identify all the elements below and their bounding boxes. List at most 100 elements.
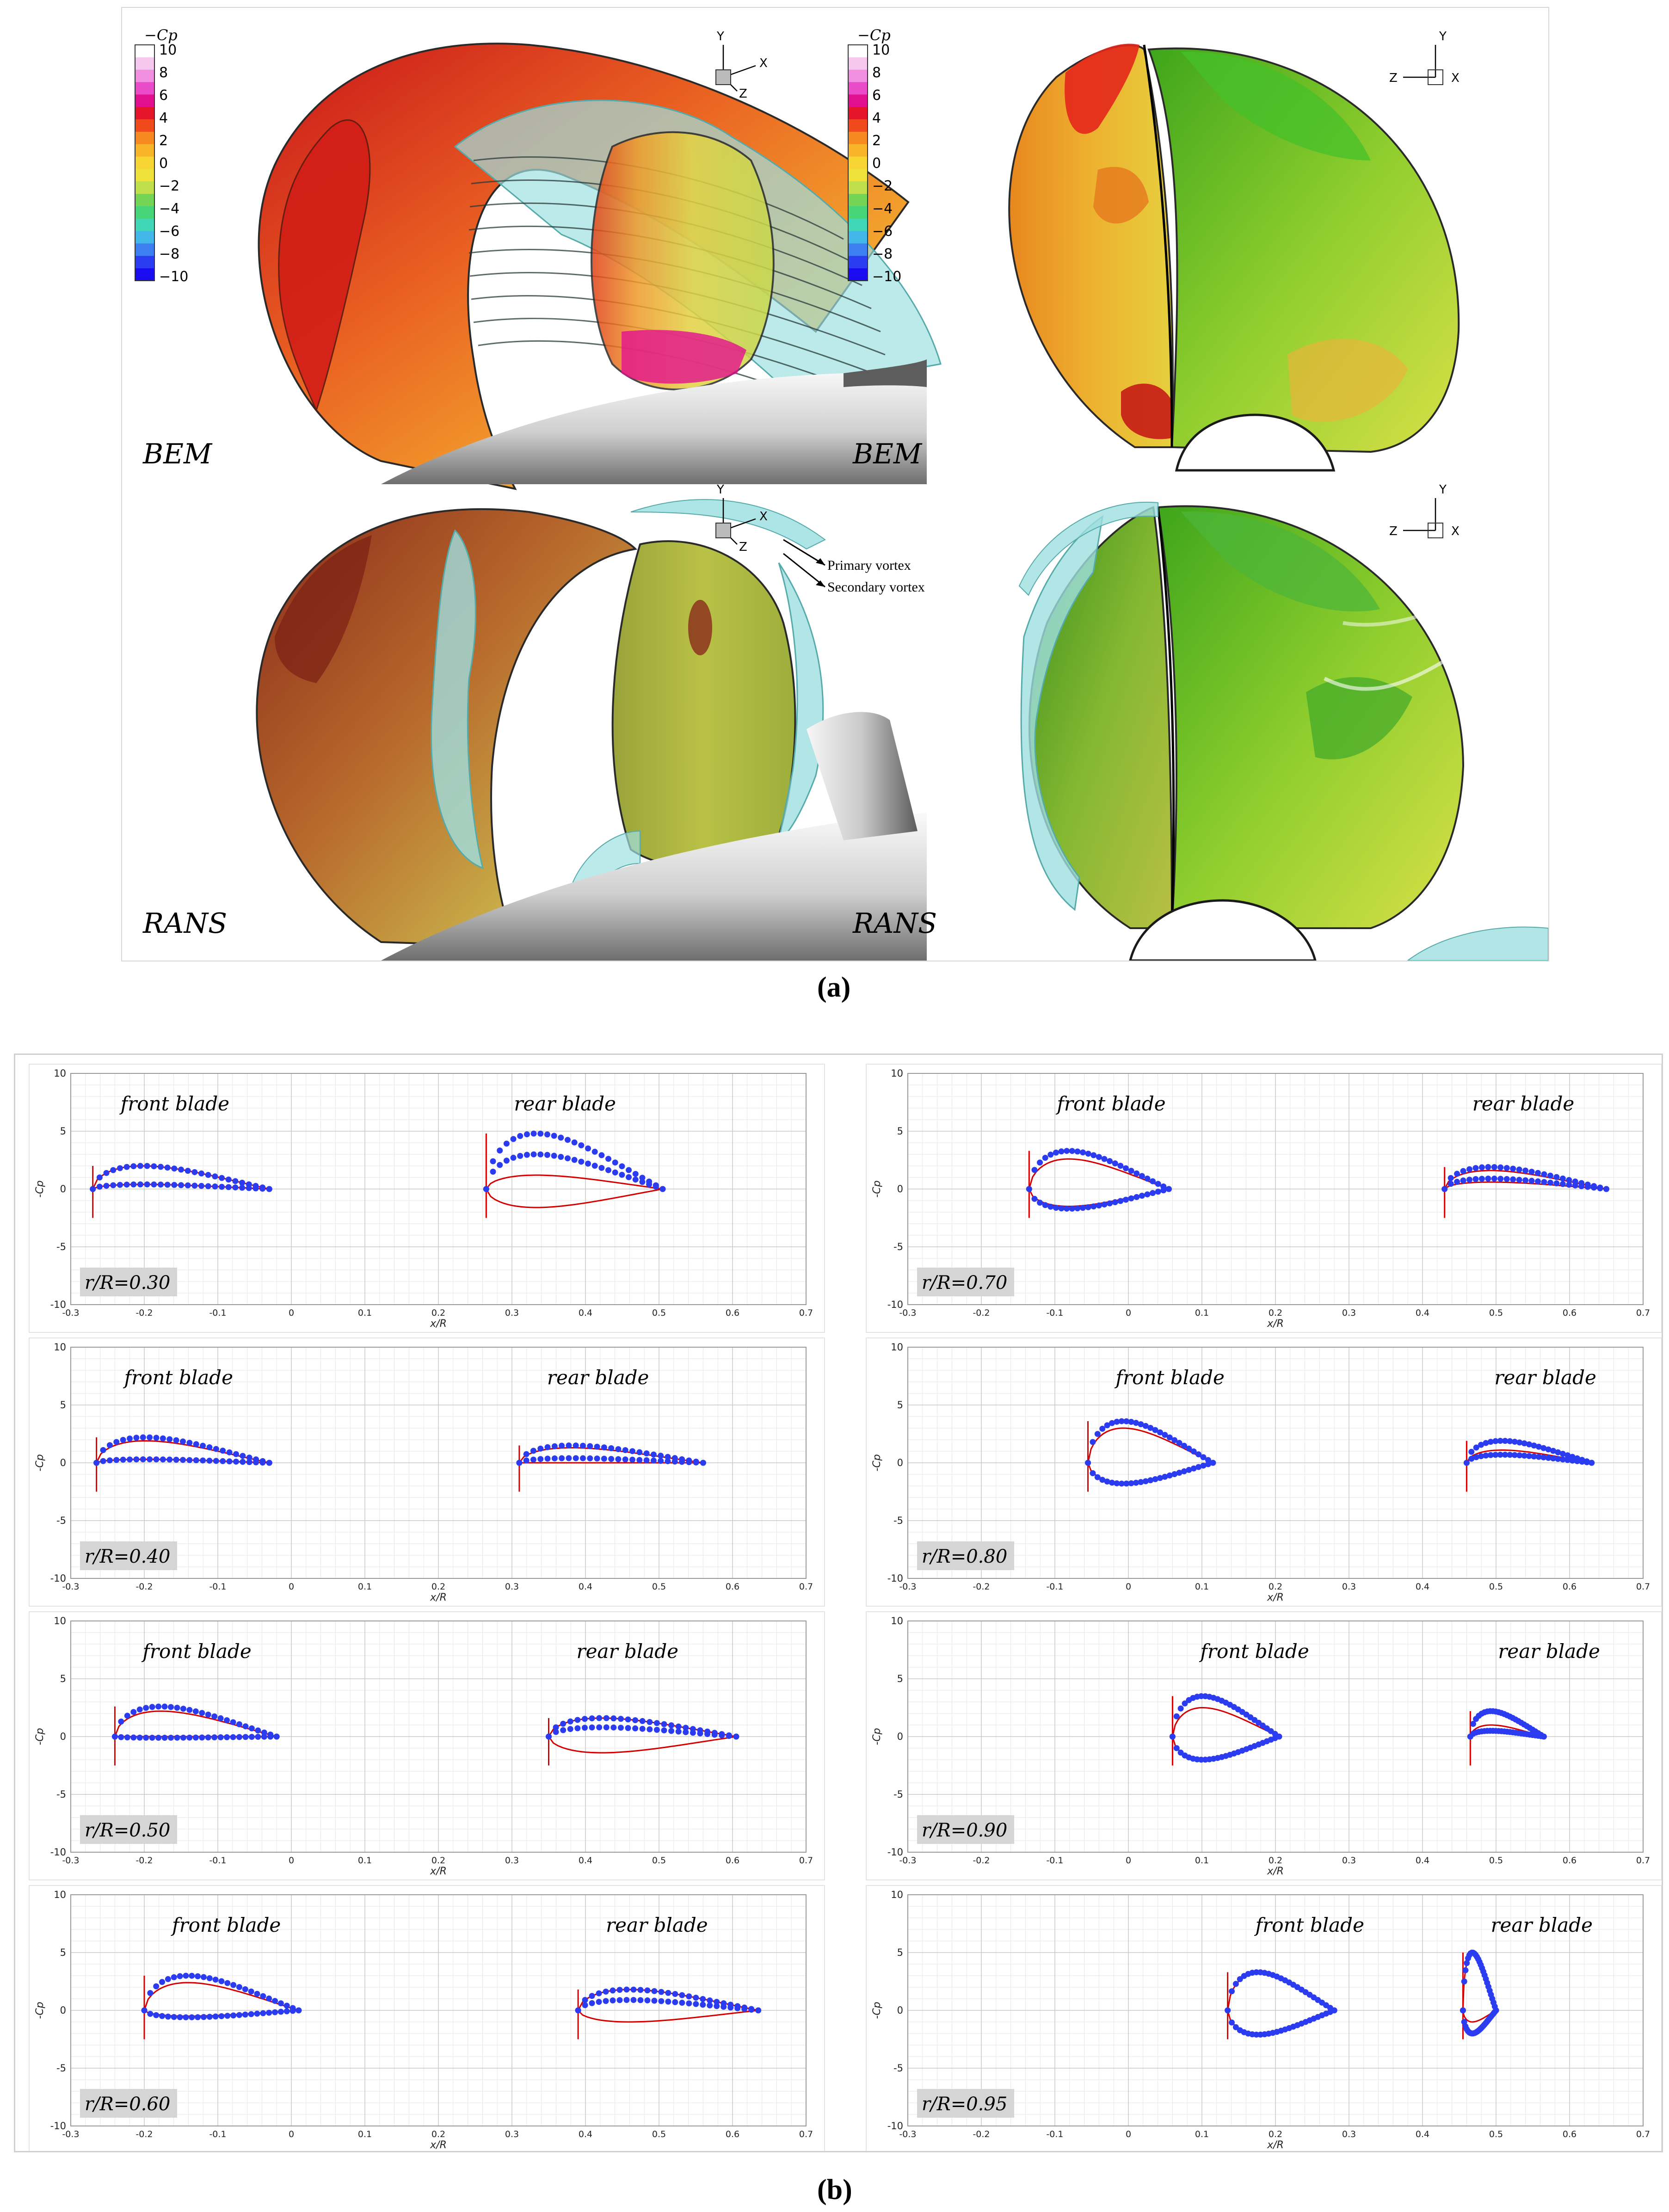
- front-blade-point-lower: [173, 1456, 179, 1463]
- x-tick-label: 0.3: [1342, 1308, 1356, 1318]
- rear-blade-label: rear blade: [1494, 1366, 1596, 1389]
- rear-blade-point-lower: [571, 1157, 578, 1163]
- front-blade-point-upper: [1177, 1705, 1184, 1712]
- colorbar-swatch: [135, 57, 154, 70]
- rear-blade-point-upper: [658, 1453, 664, 1459]
- rear-blade-point-upper: [619, 1163, 625, 1170]
- rear-blade-point-lower: [639, 1179, 646, 1185]
- front-blade-point-lower: [1225, 2007, 1231, 2014]
- rear-blade-point-lower: [658, 1458, 664, 1464]
- y-tick-label: 0: [60, 2005, 66, 2016]
- front-blade-point-lower: [1190, 1465, 1197, 1472]
- rear-blade-point-upper: [567, 1718, 573, 1725]
- front-blade-point-lower: [1205, 1461, 1211, 1467]
- rear-blade-point-upper: [510, 1136, 517, 1142]
- axis-label: Y: [1439, 483, 1447, 497]
- front-blade-point-upper: [1096, 1154, 1102, 1160]
- rear-blade-point-lower: [675, 1728, 682, 1735]
- front-blade-point-lower: [273, 1733, 280, 1740]
- rear-blade-point-lower: [704, 1731, 711, 1738]
- front-blade-point-lower: [1152, 1476, 1158, 1482]
- rear-blade-point-lower: [1516, 1177, 1522, 1183]
- x-tick-label: 0.2: [431, 1855, 445, 1866]
- colorbar-tick-label: 8: [872, 65, 881, 81]
- x-axis-label: x/R: [1267, 1318, 1284, 1330]
- y-tick-label: 5: [897, 1399, 903, 1411]
- x-tick-label: 0.3: [505, 1855, 519, 1866]
- rear-blade-label: rear blade: [514, 1092, 616, 1115]
- front-blade-point-upper: [143, 1705, 149, 1711]
- x-tick-label: 0.7: [1636, 1308, 1650, 1318]
- front-blade-label: front blade: [119, 1092, 229, 1115]
- rear-blade-point-lower: [560, 1727, 567, 1733]
- x-tick-label: -0.2: [973, 2129, 990, 2139]
- y-tick-label: 10: [891, 1889, 903, 1900]
- front-blade-point-upper: [206, 1444, 213, 1451]
- rear-blade-point-upper: [537, 1445, 544, 1452]
- y-tick-label: 0: [897, 2005, 903, 2016]
- front-blade-label: front blade: [1115, 1366, 1225, 1389]
- front-blade-point-upper: [1173, 1713, 1180, 1719]
- front-blade-point-upper: [165, 1976, 171, 1982]
- colorbar-tick-label: −4: [872, 201, 893, 217]
- rear-blade-point-lower: [605, 1167, 612, 1173]
- front-blade-point-upper: [1157, 1429, 1163, 1436]
- front-blade-point-lower: [117, 1182, 123, 1188]
- front-blade-point-upper: [186, 1440, 193, 1446]
- front-blade-point-lower: [296, 2007, 302, 2014]
- front-blade-point-lower: [224, 2013, 231, 2019]
- front-blade-point-upper: [1107, 1158, 1113, 1165]
- x-tick-label: 0: [289, 1582, 294, 1592]
- rear-blade-point-upper: [490, 1158, 496, 1165]
- front-blade-point-upper: [205, 1711, 211, 1718]
- rear-blade-point-lower: [589, 1724, 595, 1731]
- front-blade-point-lower: [143, 1734, 149, 1741]
- front-blade-point-upper: [1229, 1988, 1235, 1995]
- colorbar-swatch: [848, 45, 868, 58]
- rear-blade-point-lower: [530, 1456, 536, 1463]
- front-blade-point-lower: [260, 2010, 266, 2016]
- front-blade-point-lower: [240, 1459, 246, 1465]
- front-blade-point-lower: [255, 1734, 261, 1740]
- radius-label: r/R=0.70: [922, 1272, 1007, 1294]
- front-blade-point-lower: [192, 1734, 199, 1741]
- front-blade-point-lower: [1157, 1475, 1163, 1481]
- front-blade-point-upper: [200, 1974, 207, 1980]
- rear-blade-point-upper: [686, 1993, 692, 2000]
- rear-blade-point-upper: [632, 1717, 639, 1724]
- rear-blade-point-lower: [1441, 1186, 1448, 1192]
- rear-blade-point-lower: [727, 2004, 734, 2011]
- front-blade-point-upper: [212, 1977, 219, 1983]
- x-tick-label: 0.4: [1416, 1582, 1429, 1592]
- rear-blade-point-upper: [1507, 1438, 1513, 1444]
- rear-blade-point-upper: [558, 1134, 564, 1141]
- front-blade-point-lower: [164, 1182, 171, 1188]
- x-axis-label: x/R: [1267, 1592, 1284, 1603]
- front-blade-point-upper: [236, 1721, 242, 1727]
- x-tick-label: -0.2: [973, 1582, 990, 1592]
- rear-blade-point-upper: [1497, 1438, 1503, 1444]
- rear-blade-point-lower: [671, 1458, 678, 1465]
- front-blade-point-lower: [1094, 1474, 1101, 1480]
- front-blade-point-upper: [166, 1436, 173, 1442]
- colorbar-tick-label: 0: [159, 155, 168, 172]
- front-blade-point-lower: [1150, 1190, 1156, 1196]
- y-tick-label: 0: [60, 1457, 66, 1468]
- y-axis-label: -Cp: [871, 1728, 883, 1745]
- front-blade-point-lower: [211, 1734, 218, 1741]
- y-tick-label: -10: [887, 2120, 903, 2132]
- rear-blade-point-upper: [573, 1442, 579, 1449]
- chart-panel: -0.3 -0.2 -0.1 0 0.1 0.2 0.3 0.4 0.5 0.6 0.7 10 5 0 -5…: [866, 1885, 1662, 2154]
- rear-blade-point-lower: [601, 1455, 607, 1462]
- rear-blade-point-upper: [668, 1722, 675, 1729]
- rear-blade-point-lower: [733, 1733, 739, 1740]
- x-tick-label: 0.5: [1489, 1582, 1503, 1592]
- colorbar-tick-label: 4: [872, 110, 881, 126]
- colorbar-swatch: [848, 194, 868, 207]
- front-blade-point-lower: [193, 1457, 199, 1464]
- rear-blade-point-lower: [1483, 1452, 1489, 1459]
- front-blade-point-lower: [212, 1183, 218, 1190]
- front-blade-point-upper: [212, 1173, 218, 1180]
- front-blade-point-upper: [283, 2003, 290, 2009]
- front-blade-point-lower: [226, 1458, 233, 1465]
